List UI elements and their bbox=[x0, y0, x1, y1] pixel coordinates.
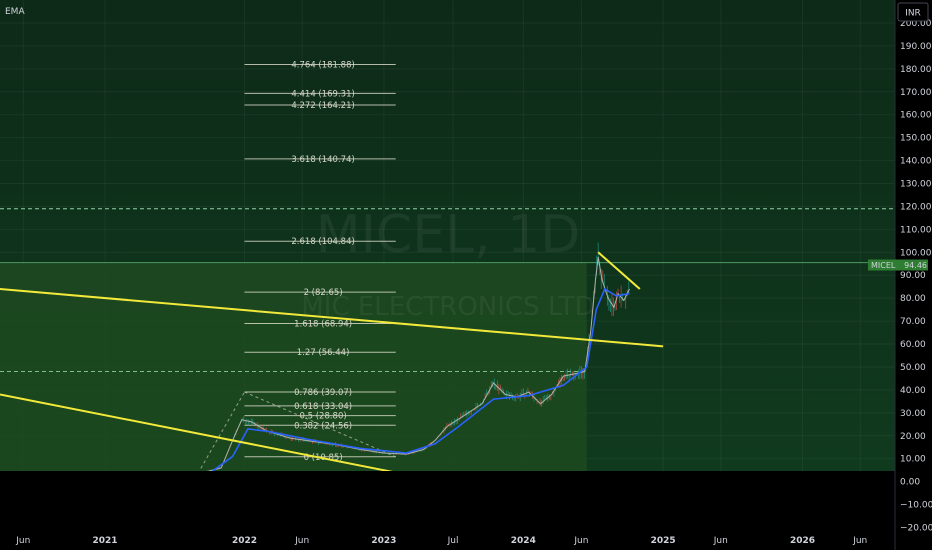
fib-swing bbox=[197, 391, 396, 474]
currency-button[interactable]: INR bbox=[897, 2, 929, 22]
price-tick-label: 100.00 bbox=[900, 248, 932, 258]
fib-level-label: 2 (82.65) bbox=[304, 288, 343, 298]
fib-swing-line bbox=[197, 391, 245, 474]
fib-level-label: 0.786 (39.07) bbox=[294, 388, 352, 398]
time-tick-label: Jun bbox=[573, 536, 588, 546]
time-tick-label: 2026 bbox=[790, 536, 815, 546]
price-tick-label: 10.00 bbox=[900, 455, 926, 465]
time-axis[interactable]: Jun 2021 2022 Jun 2023 Jul 2024 Jun 2025 Jun 2026 J… bbox=[15, 536, 867, 546]
time-tick-label: Jun bbox=[294, 536, 309, 546]
price-tick-label: 70.00 bbox=[900, 317, 926, 327]
price-tick-label: 180.00 bbox=[900, 65, 932, 75]
fib-level-label: 1.27 (56.44) bbox=[297, 348, 350, 358]
price-badge-symbol: MICEL bbox=[871, 261, 896, 270]
fib-level-label: 4.414 (169.31) bbox=[291, 89, 354, 99]
price-tick-label: 90.00 bbox=[900, 271, 926, 281]
time-tick-label: Jul bbox=[447, 536, 459, 546]
fib-level-label: 2.618 (104.84) bbox=[291, 237, 354, 247]
time-tick-label: Jun bbox=[713, 536, 728, 546]
price-tick-label: 150.00 bbox=[900, 134, 932, 144]
fib-level-label: 4.764 (181.88) bbox=[291, 61, 354, 71]
price-axis[interactable]: 200.00 190.00 180.00 170.00 160.00 150.00 140.… bbox=[900, 19, 932, 534]
watermark-symbol: MICEL, 1D bbox=[316, 205, 581, 265]
fib-extension[interactable]: 4.764 (181.88) 4.414 (169.31) 4.272 (164.2… bbox=[244, 61, 396, 463]
fib-level-label: 0.5 (28.80) bbox=[300, 412, 347, 422]
price-tick-label: 160.00 bbox=[900, 111, 932, 121]
price-tick-label: 40.00 bbox=[900, 386, 926, 396]
price-axis-background bbox=[895, 0, 932, 550]
fib-level-label: 3.618 (140.74) bbox=[291, 155, 354, 165]
price-tick-label: 80.00 bbox=[900, 294, 926, 304]
watermark: MICEL, 1D MIC ELECTRONICS LTD bbox=[301, 205, 594, 322]
ema-line bbox=[0, 287, 630, 479]
time-tick-label: 2021 bbox=[93, 536, 118, 546]
price-tick-label: 110.00 bbox=[900, 225, 932, 235]
watermark-name: MIC ELECTRONICS LTD bbox=[301, 292, 594, 322]
time-tick-label: Jun bbox=[15, 536, 30, 546]
time-tick-label: 2025 bbox=[651, 536, 676, 546]
fib-level-label: 4.272 (164.21) bbox=[291, 101, 354, 111]
short-trendline bbox=[597, 251, 641, 290]
fib-level-label: 0.618 (33.04) bbox=[294, 402, 352, 412]
price-badge: MICEL 94.46 bbox=[868, 259, 928, 271]
price-tick-label: 0.00 bbox=[900, 478, 920, 488]
time-axis-background bbox=[0, 471, 895, 550]
price-tick-label: 190.00 bbox=[900, 42, 932, 52]
currency-label: INR bbox=[905, 9, 921, 19]
price-tick-label: 60.00 bbox=[900, 340, 926, 350]
price-tick-label: −10.00 bbox=[900, 501, 932, 511]
price-tick-label: −20.00 bbox=[900, 524, 932, 534]
time-tick-label: 2023 bbox=[371, 536, 396, 546]
fib-level-label: 0.382 (24.56) bbox=[294, 421, 352, 431]
upper-trendline bbox=[0, 287, 664, 348]
price-tick-label: 30.00 bbox=[900, 409, 926, 419]
price-badge-value: 94.46 bbox=[904, 261, 927, 270]
time-tick-label: 2024 bbox=[511, 536, 536, 546]
fib-level-label: 1.618 (68.94) bbox=[294, 320, 352, 330]
price-tick-label: 200.00 bbox=[900, 19, 932, 29]
price-tick-label: 170.00 bbox=[900, 88, 932, 98]
indicator-label[interactable]: EMA bbox=[5, 7, 25, 17]
time-tick-label: Jun bbox=[852, 536, 867, 546]
price-tick-label: 120.00 bbox=[900, 202, 932, 212]
price-tick-label: 130.00 bbox=[900, 180, 932, 190]
price-tick-label: 50.00 bbox=[900, 363, 926, 373]
price-tick-label: 20.00 bbox=[900, 432, 926, 442]
time-tick-label: 2022 bbox=[232, 536, 257, 546]
price-tick-label: 140.00 bbox=[900, 157, 932, 167]
